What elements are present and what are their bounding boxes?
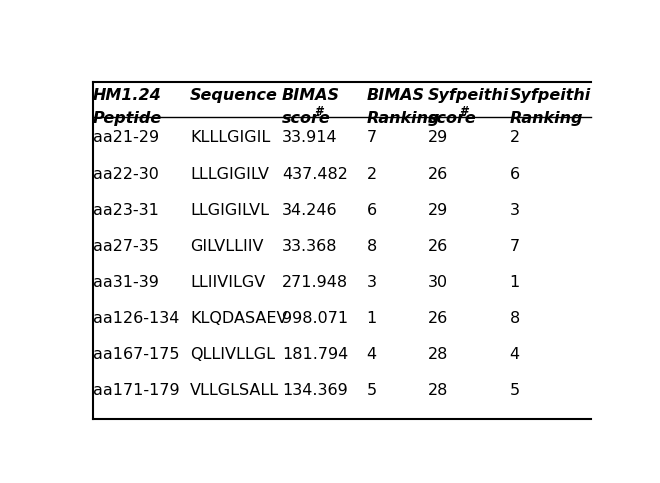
Text: 181.794: 181.794 [282,347,348,362]
Text: 29: 29 [428,203,448,218]
Text: BIMAS: BIMAS [366,88,424,103]
Text: BIMAS: BIMAS [282,88,340,103]
Text: 998.071: 998.071 [282,311,348,326]
Text: aa31-39: aa31-39 [92,275,158,290]
Text: KLLLGIGIL: KLLLGIGIL [190,130,270,145]
Text: 2: 2 [510,130,519,145]
Text: 4: 4 [366,347,376,362]
Text: VLLGLSALL: VLLGLSALL [190,383,279,398]
Text: Syfpeithi: Syfpeithi [428,88,509,103]
Text: 33.914: 33.914 [282,130,338,145]
Text: Sequence: Sequence [190,88,278,103]
Text: 34.246: 34.246 [282,203,338,218]
Text: HM1.24: HM1.24 [92,88,162,103]
Text: 271.948: 271.948 [282,275,348,290]
Text: LLLGIGILV: LLLGIGILV [190,167,269,182]
Text: 7: 7 [510,239,519,254]
Text: aa27-35: aa27-35 [92,239,158,254]
Text: aa167-175: aa167-175 [92,347,180,362]
Text: 134.369: 134.369 [282,383,348,398]
Text: aa23-31: aa23-31 [92,203,158,218]
Text: score: score [282,111,331,126]
Text: 3: 3 [510,203,519,218]
Text: 2: 2 [366,167,376,182]
Text: 8: 8 [366,239,377,254]
Text: Syfpeithi: Syfpeithi [510,88,591,103]
Text: 26: 26 [428,311,448,326]
Text: LLGIGILVL: LLGIGILVL [190,203,269,218]
Text: Ranking: Ranking [510,111,583,126]
Text: 28: 28 [428,347,448,362]
Text: 7: 7 [366,130,376,145]
Text: 1: 1 [366,311,377,326]
Text: 4: 4 [510,347,519,362]
Text: aa126-134: aa126-134 [92,311,179,326]
Text: 5: 5 [510,383,519,398]
Text: #: # [314,105,322,118]
Text: 28: 28 [428,383,448,398]
Text: 26: 26 [428,167,448,182]
Text: LLIIVILGV: LLIIVILGV [190,275,265,290]
Text: 6: 6 [366,203,376,218]
Text: 33.368: 33.368 [282,239,337,254]
Text: 1: 1 [510,275,520,290]
Text: aa171-179: aa171-179 [92,383,180,398]
Text: 6: 6 [510,167,519,182]
Text: 8: 8 [510,311,520,326]
Text: QLLIVLLGL: QLLIVLLGL [190,347,275,362]
Text: 3: 3 [366,275,376,290]
Text: GILVLLIIV: GILVLLIIV [190,239,263,254]
Text: score: score [428,111,477,126]
Text: 437.482: 437.482 [282,167,348,182]
Text: 26: 26 [428,239,448,254]
Text: #: # [460,105,468,118]
Text: aa21-29: aa21-29 [92,130,159,145]
Text: 29: 29 [428,130,448,145]
Text: aa22-30: aa22-30 [92,167,158,182]
Text: 30: 30 [428,275,448,290]
Text: Peptide: Peptide [92,111,162,126]
Text: Ranking: Ranking [366,111,440,126]
Text: KLQDASAEV: KLQDASAEV [190,311,287,326]
Text: 5: 5 [366,383,376,398]
